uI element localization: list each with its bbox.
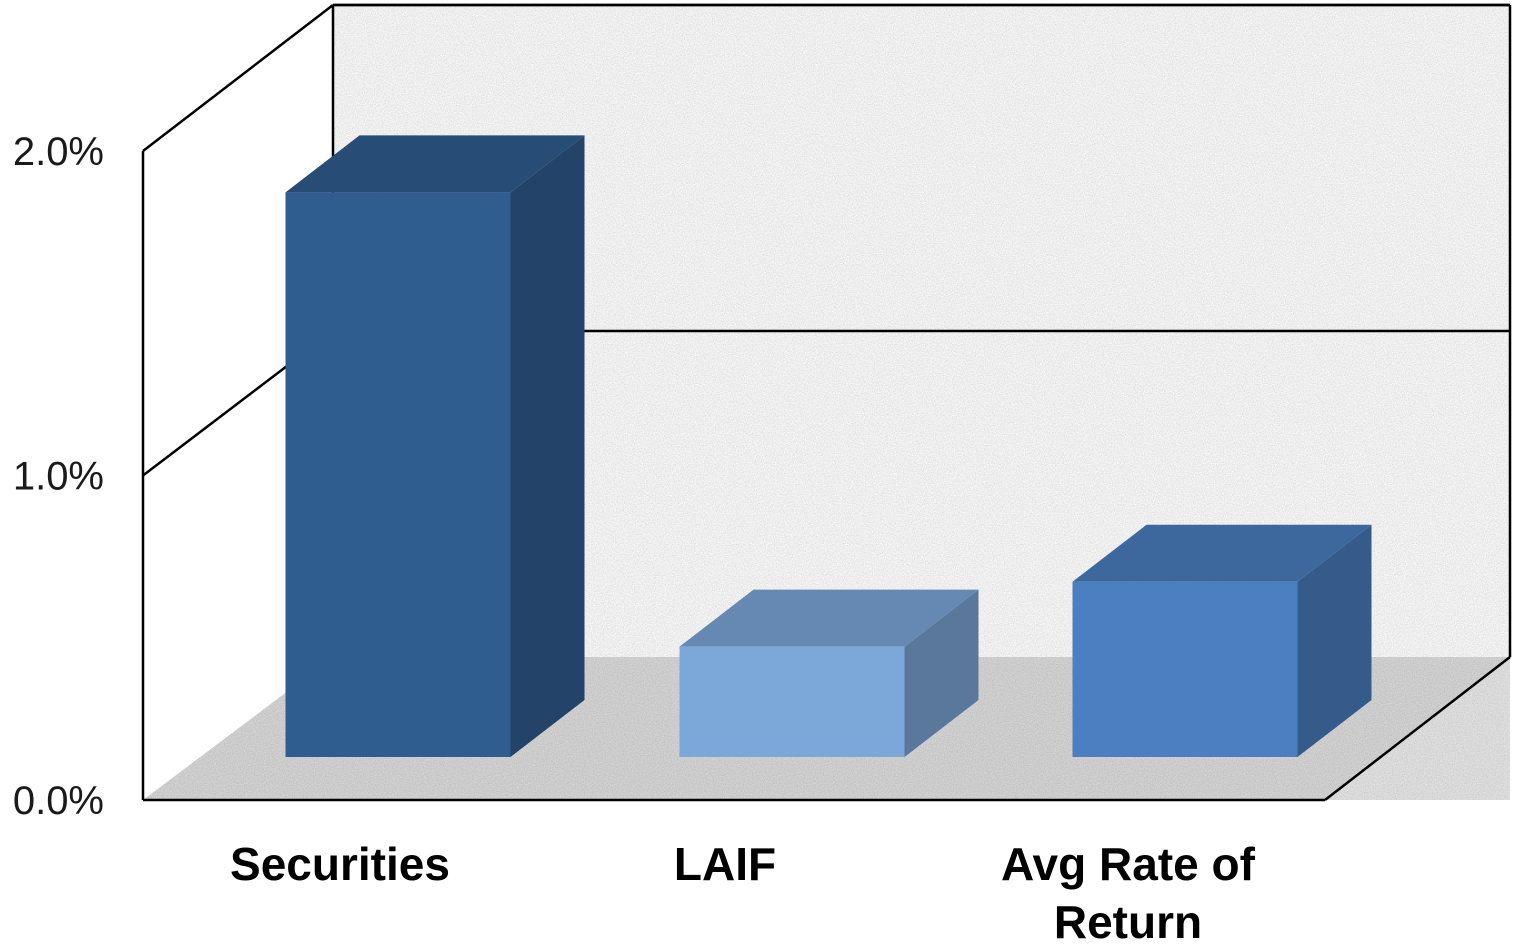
y-tick-label: 2.0%	[13, 130, 104, 174]
bar-top-face	[679, 589, 979, 647]
x-category-label: Avg Rate of Return	[1001, 838, 1256, 947]
chart-bars	[285, 135, 1372, 757]
y-axis-tick-labels: 0.0% 1.0% 2.0%	[13, 130, 104, 823]
gridline-side-2	[142, 4, 334, 152]
bar-side-face	[904, 589, 979, 757]
chart-gridlines	[141, 3, 1512, 802]
bar-securities	[285, 135, 585, 757]
bar-front-face	[1072, 581, 1298, 757]
bar-side-face	[510, 135, 585, 757]
floor-right-edge	[1324, 656, 1511, 801]
bar-front-face	[679, 646, 905, 757]
x-axis-category-labels: Securities LAIF Avg Rate of Return	[230, 838, 1256, 947]
bar-side-face	[1297, 524, 1372, 757]
bar-avg-rate-of-return	[1072, 524, 1372, 757]
bar-top-face	[1072, 524, 1372, 582]
bar-laif	[679, 589, 979, 757]
x-category-label: LAIF	[674, 838, 776, 890]
bar-top-face	[285, 135, 585, 193]
y-tick-label: 0.0%	[13, 779, 104, 823]
bar-front-face	[285, 192, 511, 757]
x-category-label: Securities	[230, 838, 450, 890]
y-tick-label: 1.0%	[13, 455, 104, 499]
